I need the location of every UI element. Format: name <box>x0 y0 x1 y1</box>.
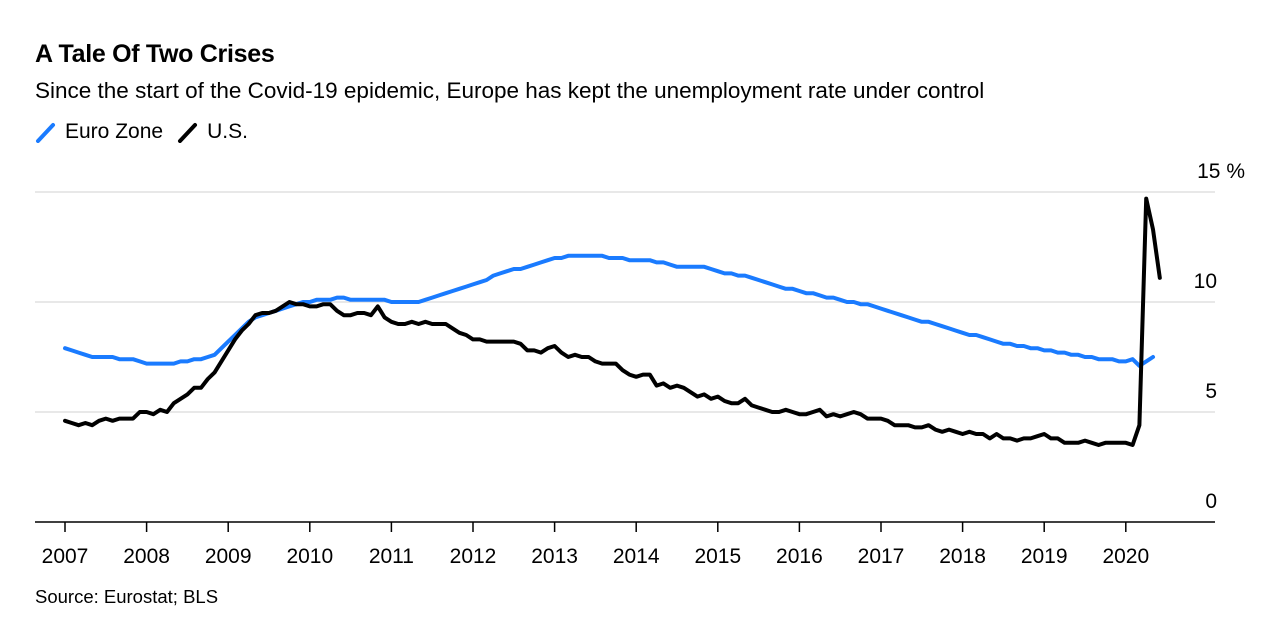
legend-swatch-us <box>178 123 198 143</box>
y-axis: 0 5 10 15 % <box>1194 160 1245 513</box>
x-tick-label: 2010 <box>286 545 333 568</box>
x-tick-label: 2018 <box>939 545 986 568</box>
x-tick-label: 2011 <box>369 545 414 568</box>
legend-swatch-euro-zone <box>36 123 55 143</box>
x-tick-label: 2020 <box>1102 545 1149 568</box>
x-tick-label: 2017 <box>858 545 905 568</box>
x-tick-label: 2015 <box>694 545 741 568</box>
x-tick-label: 2012 <box>450 545 497 568</box>
x-tick-label: 2008 <box>123 545 170 568</box>
diagonal-line-icon <box>36 123 55 143</box>
x-axis: 2007 2008 2009 2010 2011 2012 2013 2014 2015 2016… <box>35 521 1215 568</box>
y-tick-label: 10 <box>1194 270 1217 293</box>
gridlines <box>35 191 1215 413</box>
x-tick-label: 2019 <box>1021 545 1068 568</box>
x-tick-label: 2013 <box>531 545 578 568</box>
chart-title: A Tale Of Two Crises <box>35 40 275 68</box>
y-tick-label: 15 % <box>1197 160 1245 183</box>
legend-label: U.S. <box>207 120 248 143</box>
series-lines <box>63 196 1162 447</box>
x-tick-label: 2007 <box>42 545 89 568</box>
x-tick-label: 2009 <box>205 545 252 568</box>
series-line-u-s <box>63 196 1162 447</box>
diagonal-line-icon <box>178 123 198 143</box>
chart-subtitle: Since the start of the Covid-19 epidemic… <box>35 78 985 103</box>
legend: Euro Zone U.S. <box>35 120 262 144</box>
legend-item-us: U.S. <box>177 120 248 144</box>
x-tick-label: 2016 <box>776 545 823 568</box>
x-tick-label: 2014 <box>613 545 660 568</box>
source-note: Source: Eurostat; BLS <box>35 586 219 607</box>
y-tick-label: 0 <box>1205 490 1217 513</box>
y-tick-label: 5 <box>1205 380 1217 403</box>
legend-item-euro-zone: Euro Zone <box>35 120 163 144</box>
legend-label: Euro Zone <box>65 120 164 143</box>
